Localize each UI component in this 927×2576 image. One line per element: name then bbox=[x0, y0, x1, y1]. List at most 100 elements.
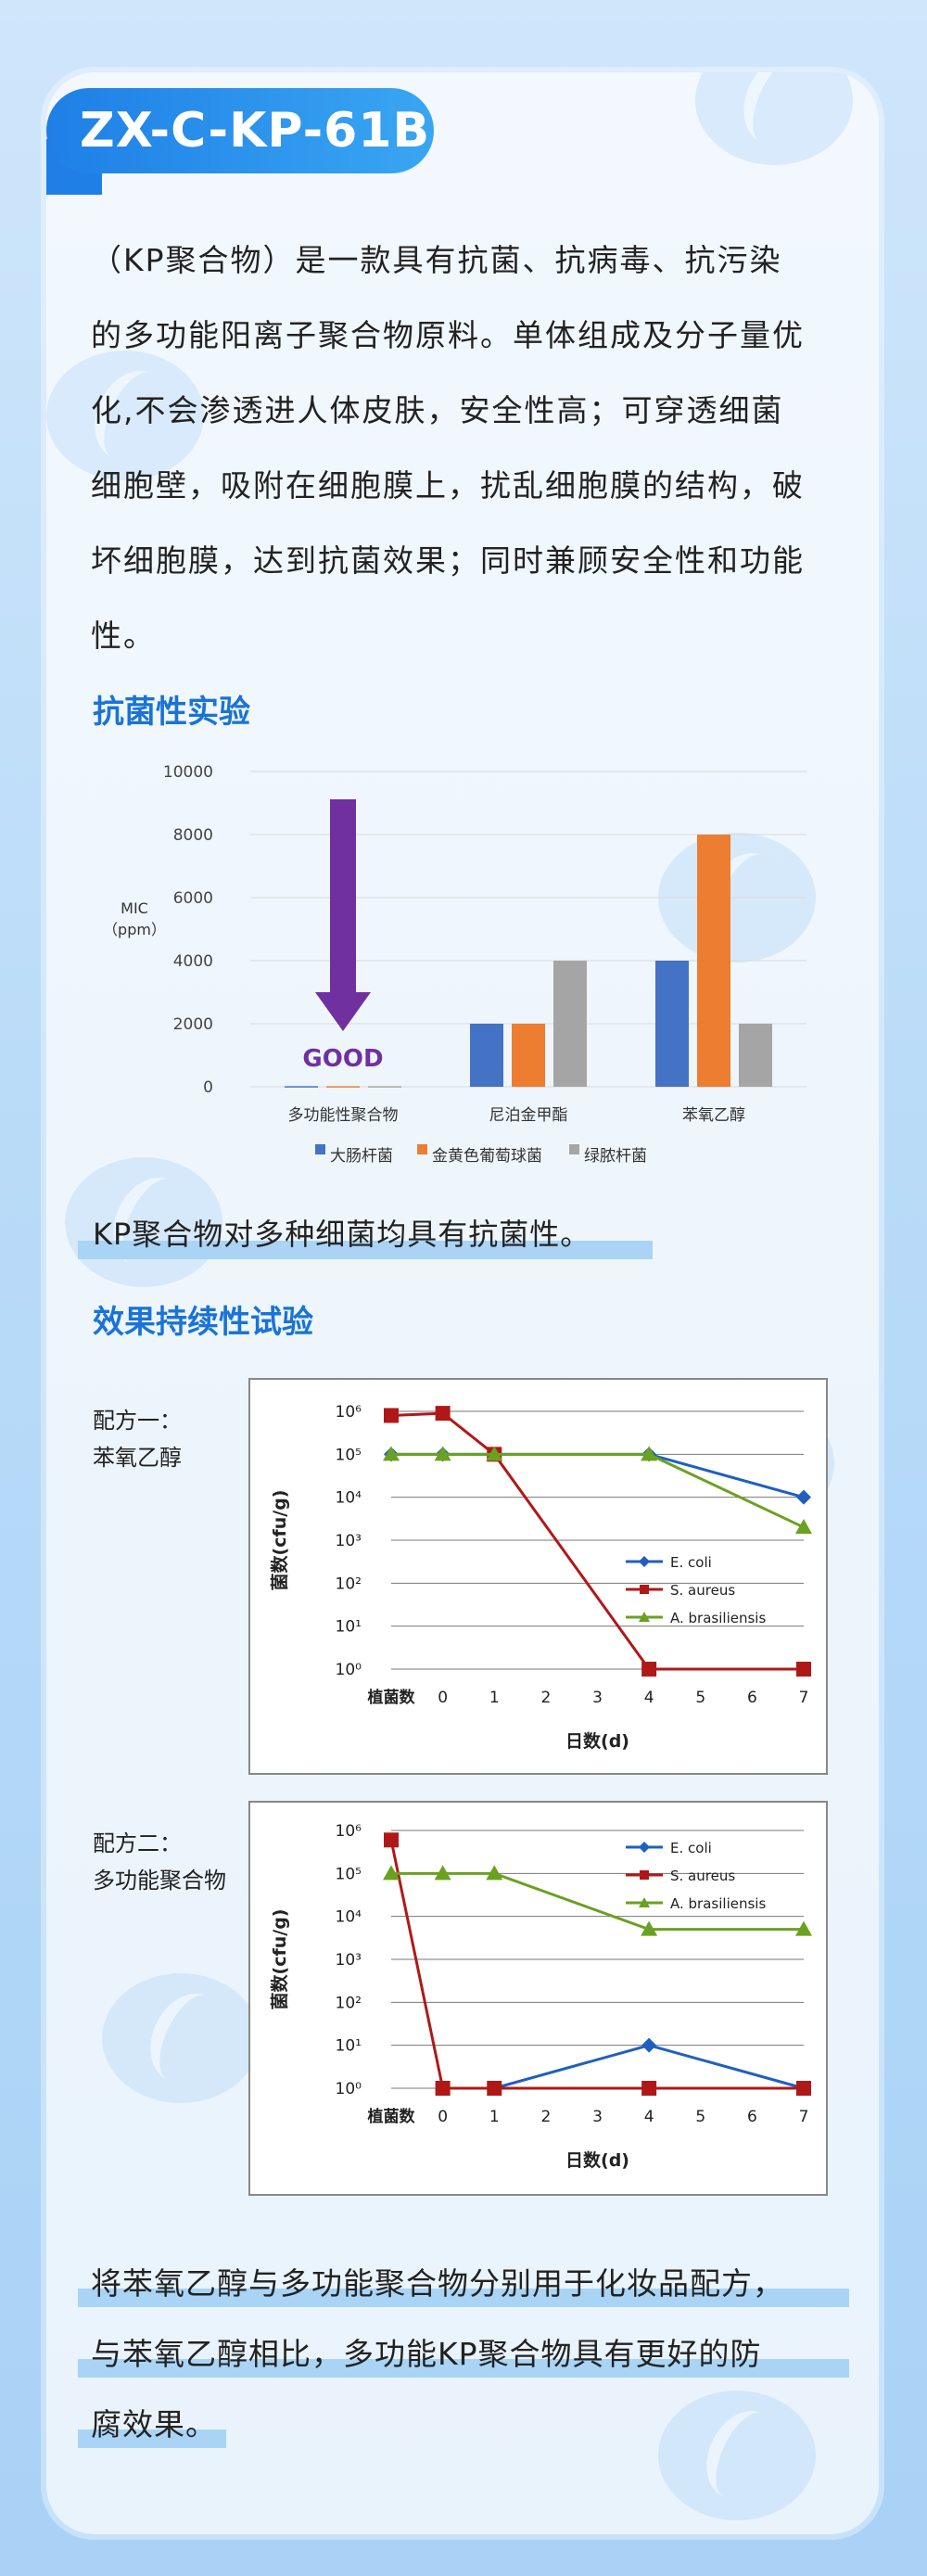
formula1-label-line1: 配方一： bbox=[93, 1408, 182, 1434]
y-tick-label: 10³ bbox=[336, 1532, 362, 1550]
watermark-logo bbox=[658, 2391, 816, 2520]
formula2-label: 配方二： 多功能聚合物 bbox=[93, 1825, 226, 1899]
data-point bbox=[486, 1865, 503, 1881]
x-tick-label: 尼泊金甲酯 bbox=[489, 1106, 568, 1125]
x-tick-label: 2 bbox=[540, 2108, 551, 2126]
data-point bbox=[384, 1408, 399, 1423]
bar bbox=[470, 1024, 503, 1087]
x-axis-label: 日数(d) bbox=[565, 1730, 629, 1752]
data-point bbox=[435, 1406, 451, 1422]
legend-marker bbox=[639, 1556, 650, 1567]
legend-label: S. aureus bbox=[670, 1868, 735, 1884]
formula2-line-chart: 10⁰ 10¹ 10² 10³ 10⁴ 10⁵ 10⁶ 植菌数 0 1 2 3 4 5 6 7 日数(d) 菌数(… bbox=[269, 1822, 812, 2171]
legend-label: S. aureus bbox=[670, 1582, 735, 1599]
formula2-label-line2: 多功能聚合物 bbox=[93, 1868, 226, 1894]
data-point bbox=[487, 2081, 502, 2096]
y-tick-label: 0 bbox=[203, 1078, 213, 1097]
legend-marker bbox=[640, 1870, 649, 1880]
x-tick-label: 7 bbox=[799, 1689, 809, 1707]
formula2-plot-frame: 10⁰ 10¹ 10² 10³ 10⁴ 10⁵ 10⁶ 植菌数 0 1 2 3 4 5 6 7 日数(d) 菌数(… bbox=[248, 1801, 828, 2196]
series-line bbox=[391, 1452, 805, 1529]
y-tick-label: 10⁰ bbox=[336, 1661, 362, 1679]
x-tick-label: 1 bbox=[489, 1689, 500, 1707]
x-tick-label: 3 bbox=[592, 2108, 603, 2126]
highlight-bar bbox=[78, 1241, 653, 1259]
x-tick-label: 4 bbox=[644, 1689, 654, 1707]
good-arrow-head bbox=[315, 992, 371, 1031]
x-axis-label: 日数(d) bbox=[565, 2149, 629, 2171]
durability-section-title: 效果持续性试验 bbox=[93, 1304, 313, 1341]
y-tick-label: 10¹ bbox=[336, 2037, 362, 2056]
x-tick-label: 4 bbox=[644, 2108, 654, 2126]
x-tick-label: 5 bbox=[695, 1689, 705, 1707]
intro-line: 化,不会渗透进人体皮肤，安全性高；可穿透细菌 bbox=[91, 392, 784, 428]
y-tick-label: 10⁶ bbox=[336, 1822, 362, 1841]
legend-label: E. coli bbox=[670, 1840, 712, 1856]
x-tick-label: 5 bbox=[695, 2108, 705, 2126]
formula1-line-chart: 10⁰ 10¹ 10² 10³ 10⁴ 10⁵ 10⁶ 植菌数 0 1 2 3 4 5 6 7 日数(d) 菌数(… bbox=[269, 1403, 812, 1752]
x-tick-label: 0 bbox=[438, 1689, 448, 1707]
data-point bbox=[641, 1662, 657, 1677]
intro-line: 性。 bbox=[91, 618, 156, 654]
data-point bbox=[434, 1446, 451, 1461]
legend-swatch bbox=[315, 1144, 325, 1154]
intro-line: 坏细胞膜，达到抗菌效果；同时兼顾安全性和功能 bbox=[91, 542, 805, 579]
y-tick-label: 10⁴ bbox=[336, 1489, 362, 1508]
good-arrow-shaft bbox=[330, 799, 356, 994]
legend-label: 金黄色葡萄球菌 bbox=[432, 1147, 542, 1166]
legend-label: A. brasiliensis bbox=[670, 1895, 766, 1912]
watermark-logo bbox=[65, 1157, 222, 1287]
y-tick-label: 10⁶ bbox=[336, 1403, 362, 1422]
mic-bar-chart: 0 2000 4000 6000 8000 10000 MIC （ppm） 多功能性聚合物 尼泊金… bbox=[103, 763, 806, 1166]
legend-marker bbox=[639, 1612, 650, 1622]
x-tick-label: 7 bbox=[799, 2108, 809, 2126]
data-point bbox=[796, 1662, 811, 1677]
y-axis-label: 菌数(cfu/g) bbox=[269, 1490, 290, 1591]
x-tick-label: 6 bbox=[747, 2108, 757, 2126]
data-point bbox=[795, 1920, 812, 1936]
y-axis-label: 菌数(cfu/g) bbox=[269, 1909, 290, 2010]
legend-label: 大肠杆菌 bbox=[330, 1147, 393, 1166]
good-annotation: GOOD bbox=[302, 1045, 383, 1073]
legend-marker bbox=[640, 1585, 649, 1594]
legend-swatch bbox=[569, 1144, 579, 1154]
bar bbox=[553, 961, 587, 1087]
x-tick-label: 0 bbox=[438, 2108, 448, 2126]
data-point bbox=[641, 2037, 657, 2053]
conclusion-line: 腐效果。 bbox=[91, 2406, 217, 2442]
y-tick-label: 10¹ bbox=[336, 1618, 362, 1637]
legend-label: E. coli bbox=[670, 1554, 712, 1571]
data-point bbox=[795, 1519, 812, 1535]
formula1-label-line2: 苯氧乙醇 bbox=[93, 1445, 182, 1471]
y-tick-label: 10⁴ bbox=[336, 1908, 362, 1927]
y-tick-label: 10⁵ bbox=[336, 1865, 362, 1883]
y-tick-label: 10² bbox=[336, 1575, 362, 1593]
data-point bbox=[383, 1446, 400, 1461]
data-point bbox=[796, 2081, 811, 2096]
series-line bbox=[391, 1452, 805, 1499]
conclusion-line: 与苯氧乙醇相比，多功能KP聚合物具有更好的防 bbox=[91, 2336, 762, 2372]
highlight-bar bbox=[78, 2359, 849, 2378]
watermark-logo bbox=[102, 1973, 260, 2103]
data-point bbox=[384, 1832, 399, 1848]
bar bbox=[326, 1086, 360, 1088]
x-tick-label: 3 bbox=[592, 1689, 603, 1707]
x-tick-label: 1 bbox=[489, 2108, 500, 2126]
formula2-label-line1: 配方二： bbox=[93, 1830, 182, 1856]
intro-paragraph: （KP聚合物）是一款具有抗菌、抗病毒、抗污染 的多功能阳离子聚合物原料。单体组成… bbox=[91, 223, 851, 673]
x-tick-label: 多功能性聚合物 bbox=[288, 1106, 399, 1125]
intro-line: 的多功能阳离子聚合物原料。单体组成及分子量优 bbox=[91, 317, 805, 353]
highlight-bar bbox=[78, 2289, 849, 2307]
formula1-plot-frame: 10⁰ 10¹ 10² 10³ 10⁴ 10⁵ 10⁶ 植菌数 0 1 2 3 4 5 6 7 日数(d) 菌数(… bbox=[248, 1378, 828, 1775]
data-point bbox=[796, 1489, 811, 1505]
antibacterial-section-title: 抗菌性实验 bbox=[93, 694, 250, 731]
data-point bbox=[641, 1920, 658, 1936]
watermark-logo bbox=[695, 72, 853, 165]
antibacterial-note: KP聚合物对多种细菌均具有抗菌性。 bbox=[93, 1217, 591, 1252]
intro-line: 细胞壁，吸附在细胞膜上，扰乱细胞膜的结构，破 bbox=[91, 467, 805, 504]
data-point bbox=[435, 2081, 451, 2096]
y-tick-label: 10⁰ bbox=[336, 2080, 362, 2098]
bar bbox=[655, 961, 689, 1087]
bar bbox=[739, 1024, 772, 1087]
conclusion-line: 将苯氧乙醇与多功能聚合物分别用于化妆品配方， bbox=[91, 2265, 784, 2302]
